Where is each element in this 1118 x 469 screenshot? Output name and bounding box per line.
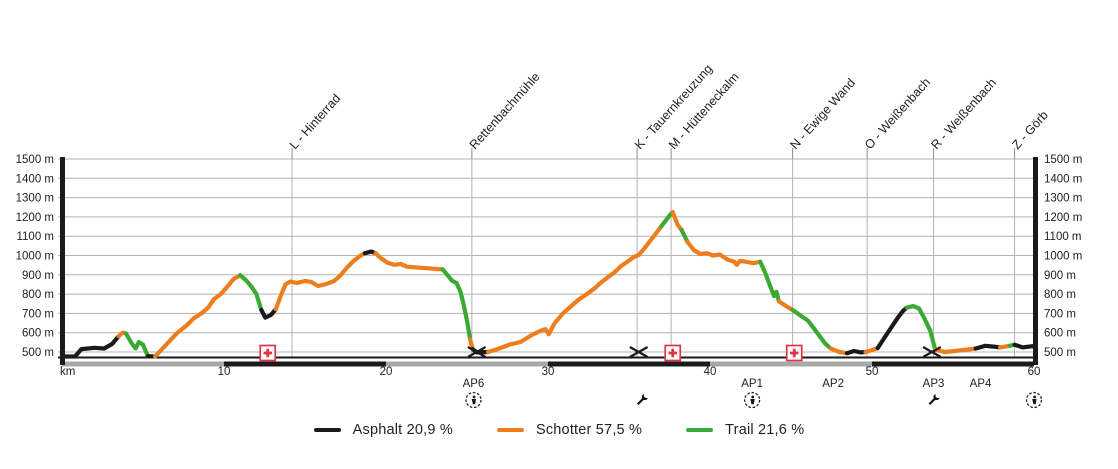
y-tick-label-right: 900 m	[1044, 270, 1076, 282]
y-tick-label-right: 1500 m	[1044, 154, 1082, 166]
profile-segment-schotter	[685, 239, 763, 267]
profile-segment-trail	[758, 259, 781, 304]
profile-segment-schotter	[670, 210, 684, 233]
checkpoint-label: AP4	[970, 378, 992, 390]
refreshment-icon	[465, 391, 482, 409]
profile-segment-trail	[904, 304, 938, 352]
y-tick-label-left: 1400 m	[16, 173, 54, 185]
legend-item-schotter: Schotter 57,5 %	[496, 422, 643, 438]
profile-segment-asphalt	[259, 307, 278, 320]
wrench-icon	[636, 393, 649, 406]
y-tick-label-right: 1100 m	[1044, 231, 1082, 243]
crossing-icon	[629, 346, 648, 358]
x-tick-label: 40	[704, 366, 717, 378]
profile-segment-asphalt	[1012, 342, 1037, 350]
wrench-icon	[928, 393, 940, 406]
y-tick-label-right: 1400 m	[1044, 173, 1082, 185]
profile-segment-trail	[123, 331, 150, 359]
waypoint-label: N - Ewige Wand	[787, 76, 858, 152]
y-tick-label-left: 1100 m	[16, 231, 54, 243]
profile-segment-asphalt	[844, 348, 868, 356]
profile-segment-trail	[790, 307, 833, 351]
km-scale-bar-segment	[548, 361, 710, 367]
km-scale-bar-segment	[386, 361, 548, 367]
y-tick-label-right: 1300 m	[1044, 193, 1082, 205]
legend-label: Trail 21,6 %	[725, 422, 805, 438]
legend-item-asphalt: Asphalt 20,9 %	[313, 422, 453, 438]
checkpoint-label: AP6	[463, 378, 485, 390]
checkpoint-label: AP1	[741, 378, 763, 390]
finish-icon	[1025, 391, 1043, 409]
y-tick-label-left: 1200 m	[16, 212, 54, 224]
y-tick-label-right: 700 m	[1044, 308, 1076, 320]
y-tick-label-right: 1200 m	[1044, 212, 1082, 224]
legend-label: Schotter 57,5 %	[535, 422, 643, 438]
profile-segment-trail	[679, 227, 690, 244]
y-tick-label-left: 800 m	[22, 289, 54, 301]
y-tick-label-right: 1000 m	[1044, 251, 1082, 263]
first-aid-icon	[259, 344, 277, 362]
profile-segment-schotter	[153, 273, 243, 359]
y-axis-left	[60, 157, 65, 365]
refreshment-icon	[743, 391, 761, 409]
km-scale-bar-segment	[62, 361, 224, 367]
crossing-icon	[467, 346, 486, 358]
y-tick-label-left: 600 m	[22, 328, 54, 340]
km-scale-bar-segment	[224, 361, 386, 367]
x-tick-label: 20	[380, 366, 393, 378]
x-axis-unit-label: km	[60, 366, 75, 378]
y-tick-label-left: 700 m	[22, 308, 54, 320]
legend: Asphalt 20,9 % Schotter 57,5 % Trail 21,6 …	[0, 422, 1118, 438]
legend-swatch	[686, 428, 714, 432]
y-axis-right	[1033, 157, 1038, 365]
first-aid-icon	[664, 344, 682, 362]
first-aid-icon	[785, 344, 803, 362]
y-tick-label-right: 600 m	[1044, 328, 1076, 340]
x-tick-label: 30	[542, 366, 555, 378]
y-tick-label-left: 1300 m	[16, 193, 54, 205]
crossing-icon	[922, 346, 942, 358]
x-tick-label: 60	[1028, 366, 1041, 378]
y-tick-label-left: 900 m	[22, 270, 54, 282]
profile-segment-asphalt	[973, 343, 1003, 351]
profile-segment-asphalt	[875, 305, 909, 351]
profile-segment-asphalt	[59, 334, 121, 359]
waypoint-label: Z - Görb	[1009, 108, 1051, 152]
profile-segment-schotter	[486, 224, 664, 355]
km-scale-bar-segment	[710, 361, 872, 367]
checkpoint-label: AP3	[923, 378, 945, 390]
waypoint-label: O - Weißenbach	[862, 75, 933, 152]
profile-segment-trail	[238, 273, 264, 312]
y-tick-label-left: 1000 m	[16, 251, 54, 263]
legend-item-trail: Trail 21,6 %	[686, 422, 804, 438]
waypoint-label: R - Weißenbach	[928, 76, 999, 152]
y-tick-label-left: 500 m	[22, 347, 54, 359]
profile-segment-schotter	[273, 251, 367, 312]
profile-segment-schotter	[933, 346, 978, 355]
legend-label: Asphalt 20,9 %	[352, 422, 453, 438]
y-tick-label-left: 1500 m	[16, 154, 54, 166]
x-tick-label: 10	[218, 366, 231, 378]
profile-segment-schotter	[373, 251, 445, 272]
legend-swatch	[496, 428, 524, 432]
waypoint-label: Rettenbachmühle	[467, 70, 543, 152]
y-tick-label-right: 500 m	[1044, 347, 1076, 359]
checkpoint-label: AP2	[822, 378, 844, 390]
profile-segment-trail	[440, 267, 473, 342]
y-tick-label-right: 800 m	[1044, 289, 1076, 301]
profile-segment-schotter	[776, 299, 795, 312]
waypoint-label: L - Hinterrad	[287, 91, 344, 152]
profile-segment-schotter	[828, 346, 849, 356]
x-tick-label: 50	[866, 366, 879, 378]
legend-swatch	[313, 428, 341, 432]
km-scale-bar-segment	[872, 361, 1034, 367]
